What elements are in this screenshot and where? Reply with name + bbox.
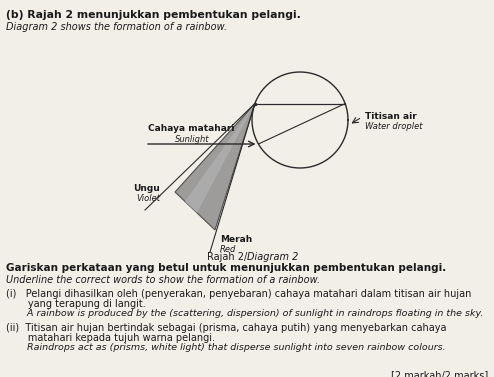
Polygon shape [185,104,255,213]
Text: (i)   Pelangi dihasilkan oleh (penyerakan, penyebaran) cahaya matahari dalam tit: (i) Pelangi dihasilkan oleh (penyerakan,… [6,289,471,299]
Text: Ungu: Ungu [133,184,160,193]
Text: Rajah 2/: Rajah 2/ [207,252,247,262]
Text: Underline the correct words to show the formation of a rainbow.: Underline the correct words to show the … [6,275,320,285]
Text: A rainbow is produced by the (scattering, dispersion) of sunlight in raindrops f: A rainbow is produced by the (scattering… [6,309,483,318]
Text: Diagram 2: Diagram 2 [247,252,298,262]
Text: yang terapung di langit.: yang terapung di langit. [6,299,146,309]
Text: matahari kepada tujuh warna pelangi.: matahari kepada tujuh warna pelangi. [6,333,215,343]
Text: Titisan air: Titisan air [365,112,417,121]
Text: Raindrops act as (prisms, white light) that disperse sunlight into seven rainbow: Raindrops act as (prisms, white light) t… [6,343,446,352]
Text: [2 markah/2 marks]: [2 markah/2 marks] [391,370,488,377]
Text: (b) Rajah 2 menunjukkan pembentukan pelangi.: (b) Rajah 2 menunjukkan pembentukan pela… [6,10,301,20]
Text: Water droplet: Water droplet [365,122,422,131]
Text: Sunlight: Sunlight [174,135,209,144]
Text: Merah: Merah [220,235,252,244]
Text: Gariskan perkataan yang betul untuk menunjukkan pembentukan pelangi.: Gariskan perkataan yang betul untuk menu… [6,263,446,273]
Text: Cahaya matahari: Cahaya matahari [149,124,235,133]
Text: Violet: Violet [136,194,160,203]
Polygon shape [175,104,255,230]
Text: (ii)  Titisan air hujan bertindak sebagai (prisma, cahaya putih) yang menyebarka: (ii) Titisan air hujan bertindak sebagai… [6,323,447,333]
Text: Diagram 2 shows the formation of a rainbow.: Diagram 2 shows the formation of a rainb… [6,22,227,32]
Text: Red: Red [220,245,236,254]
